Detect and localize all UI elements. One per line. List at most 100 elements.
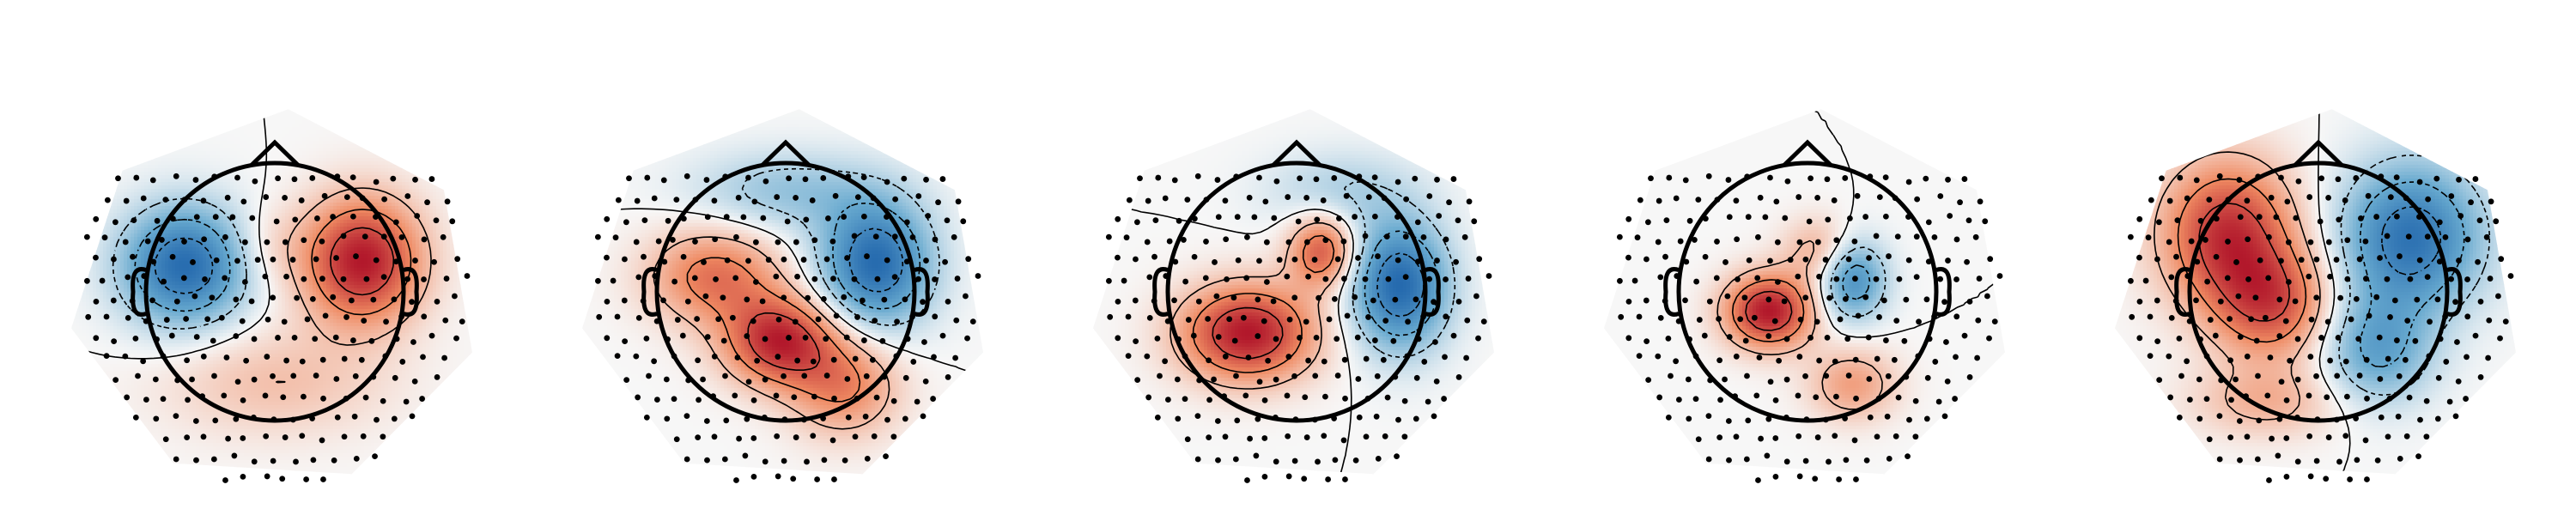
sensor-dot: [2355, 336, 2361, 342]
sensor-dot: [1232, 338, 1238, 344]
sensor-dot: [1273, 458, 1279, 464]
sensor-dot: [793, 195, 799, 201]
sensor-dot: [2204, 396, 2210, 402]
sensor-dot: [811, 359, 817, 365]
sensor-dot: [1833, 394, 1839, 400]
sensor-dot: [1134, 219, 1140, 225]
sensor-dot: [262, 274, 268, 280]
sensor-dot: [745, 258, 751, 264]
sensor-dot: [1321, 359, 1327, 365]
sensor-dot: [374, 417, 380, 423]
sensor-dot: [1986, 336, 1992, 342]
sensor-dot: [231, 453, 237, 459]
sensor-dot: [393, 219, 399, 225]
sensor-dot: [1912, 433, 1918, 439]
sensor-dot: [301, 276, 307, 282]
sensor-dot: [861, 174, 867, 180]
sensor-dot: [1341, 438, 1347, 444]
sensor-dot: [1336, 215, 1342, 221]
sensor-dot: [951, 234, 957, 240]
sensor-dot: [1773, 198, 1779, 204]
sensor-dot: [894, 318, 900, 324]
sensor-dot: [2375, 457, 2381, 464]
sensor-dot: [1866, 335, 1872, 341]
sensor-dot: [646, 373, 652, 379]
sensor-dot: [2435, 296, 2441, 302]
sensor-dot: [2168, 274, 2174, 280]
sensor-dot: [224, 354, 230, 360]
sensor-dot: [920, 413, 927, 419]
sensor-dot: [634, 239, 640, 245]
sensor-dot: [133, 175, 139, 181]
sensor-dot: [915, 276, 921, 282]
sensor-dot: [161, 396, 167, 402]
sensor-dot: [1877, 194, 1883, 200]
sensor-dot: [2314, 257, 2320, 263]
sensor-dot: [1746, 214, 1752, 220]
sensor-dot: [1176, 218, 1182, 224]
sensor-dot: [923, 379, 929, 385]
sensor-dot: [2366, 312, 2372, 318]
topomap-panel-3: [1091, 86, 1504, 499]
sensor-dot: [122, 354, 128, 360]
sensor-dot: [1744, 457, 1750, 463]
sensor-dot: [1852, 239, 1858, 245]
sensor-dot: [1476, 256, 1482, 262]
sensor-dot: [1788, 257, 1794, 263]
sensor-dot: [2385, 433, 2391, 439]
sensor-dot: [1262, 397, 1268, 403]
sensor-dot: [1456, 299, 1462, 305]
sensor-dot: [1352, 294, 1358, 300]
sensor-dot: [1262, 474, 1268, 480]
sensor-dot: [1277, 257, 1283, 263]
sensor-dot: [2286, 279, 2292, 285]
sensor-dot: [596, 314, 602, 320]
sensor-dot: [2214, 254, 2220, 260]
sensor-dot: [1812, 476, 1818, 482]
sensor-dot: [2137, 299, 2143, 305]
sensor-dot: [1322, 237, 1328, 243]
sensor-dot: [1838, 317, 1844, 323]
sensor-dot: [1795, 393, 1801, 399]
sensor-dot: [2478, 374, 2484, 380]
sensor-dot: [1175, 415, 1181, 421]
sensor-dot: [1717, 397, 1723, 403]
sensor-dot: [368, 338, 374, 344]
sensor-dot: [892, 233, 898, 239]
sensor-dot: [1432, 339, 1438, 345]
sensor-dot: [2478, 299, 2484, 305]
sensor-dot: [2495, 294, 2501, 300]
sensor-dot: [2184, 358, 2190, 364]
sensor-dot: [2237, 457, 2243, 464]
sensor-dot: [1364, 433, 1370, 439]
sensor-dot: [193, 418, 199, 424]
sensor-dot: [1923, 176, 1929, 182]
sensor-dot: [2136, 216, 2142, 222]
sensor-dot: [852, 233, 858, 239]
sensor-dot: [1443, 313, 1449, 319]
sensor-dot: [2253, 294, 2259, 300]
sensor-dot: [292, 335, 298, 341]
sensor-dot: [270, 257, 276, 263]
sensor-dot: [1637, 353, 1643, 359]
sensor-dot: [1251, 215, 1257, 221]
sensor-dot: [124, 395, 130, 401]
sensor-dot: [964, 336, 970, 342]
sensor-dot: [381, 197, 387, 203]
sensor-dot: [290, 373, 296, 379]
sensor-dot: [1953, 313, 1959, 319]
sensor-dot: [1743, 338, 1749, 344]
sensor-dot: [2237, 177, 2243, 183]
sensor-dot: [1192, 254, 1198, 260]
sensor-dot: [775, 354, 781, 360]
sensor-dot: [1992, 318, 1998, 324]
sensor-dot: [633, 354, 639, 360]
sensor-dot: [2508, 273, 2514, 279]
sensor-dot: [1442, 354, 1448, 360]
sensor-dot: [1335, 373, 1341, 379]
sensor-dot: [275, 175, 281, 181]
sensor-dot: [312, 336, 318, 342]
sensor-dot: [2396, 414, 2402, 420]
sensor-dot: [1773, 474, 1779, 480]
sensor-dot: [282, 318, 288, 324]
